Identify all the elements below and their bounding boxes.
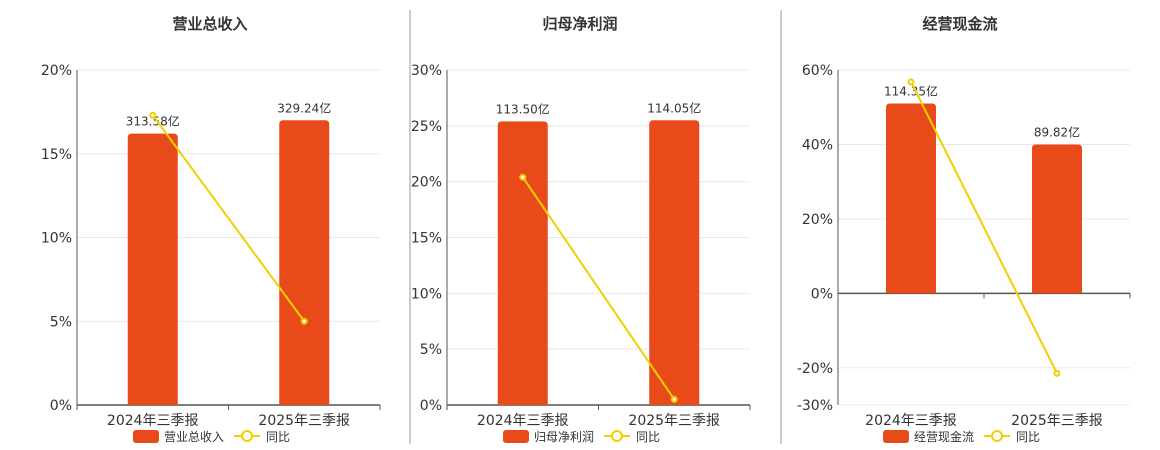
yoy-line <box>521 176 676 400</box>
y-tick-label: 0% <box>420 398 442 414</box>
y-tick-label: 15% <box>411 231 442 247</box>
y-tick-label: 20% <box>802 212 833 228</box>
y-tick-label: 40% <box>802 137 833 153</box>
y-tick-label: 0% <box>50 398 72 414</box>
bar <box>886 103 936 294</box>
legend-line-marker <box>241 430 253 442</box>
yoy-point <box>1053 369 1061 377</box>
chart-title: 营业总收入 <box>172 15 247 33</box>
yoy-line <box>910 81 1058 374</box>
x-category-label: 2024年三季报 <box>477 413 569 429</box>
y-tick-label: 0% <box>811 286 833 302</box>
y-tick-label: 60% <box>802 63 833 79</box>
legend-bar-label: 营业总收入 <box>164 430 224 444</box>
bar <box>1032 144 1082 294</box>
legend-line-marker <box>991 430 1003 442</box>
y-tick-label: 25% <box>411 119 442 135</box>
legend-line-label: 同比 <box>266 430 290 444</box>
y-tick-label: -30% <box>797 398 833 414</box>
chart-title: 归母净利润 <box>542 15 617 33</box>
chart-title: 经营现金流 <box>922 15 997 33</box>
bar-value-label: 329.24亿 <box>277 100 331 115</box>
legend-bar-label: 经营现金流 <box>914 429 974 444</box>
yoy-point <box>907 78 915 86</box>
y-tick-label: 20% <box>41 63 72 79</box>
legend-bar-swatch <box>503 430 529 443</box>
y-tick-label: 5% <box>420 342 442 358</box>
bar-value-label: 89.82亿 <box>1034 124 1080 139</box>
y-tick-label: 20% <box>411 175 442 191</box>
legend-line-label: 同比 <box>1016 430 1040 444</box>
yoy-line <box>151 114 306 322</box>
bar-value-label: 113.50亿 <box>496 101 550 116</box>
x-category-label: 2024年三季报 <box>865 413 957 429</box>
legend-bar-swatch <box>883 430 909 443</box>
legend-bar-label: 归母净利润 <box>534 430 594 444</box>
yoy-point <box>149 111 157 119</box>
y-tick-label: 10% <box>41 231 72 247</box>
bar-value-label: 114.35亿 <box>884 84 938 99</box>
yoy-point <box>670 395 678 403</box>
y-tick-label: 30% <box>411 63 442 79</box>
bar <box>649 120 700 405</box>
x-category-label: 2025年三季报 <box>258 413 350 429</box>
bar-value-label: 114.05亿 <box>647 100 701 115</box>
x-category-label: 2025年三季报 <box>1011 413 1103 429</box>
y-tick-label: 10% <box>411 286 442 302</box>
bar-value-label: 313.58亿 <box>126 114 180 129</box>
legend-line-marker <box>611 430 623 442</box>
y-tick-label: 15% <box>41 147 72 163</box>
y-tick-label: 5% <box>50 314 72 330</box>
yoy-point <box>519 173 527 181</box>
y-tick-label: -20% <box>797 361 833 377</box>
x-category-label: 2024年三季报 <box>107 413 199 429</box>
legend-bar-swatch <box>133 430 159 443</box>
x-category-label: 2025年三季报 <box>628 413 720 429</box>
bar <box>279 120 330 405</box>
yoy-point <box>300 317 308 325</box>
bar <box>127 133 178 405</box>
legend-line-label: 同比 <box>636 430 660 444</box>
bar <box>497 121 548 405</box>
